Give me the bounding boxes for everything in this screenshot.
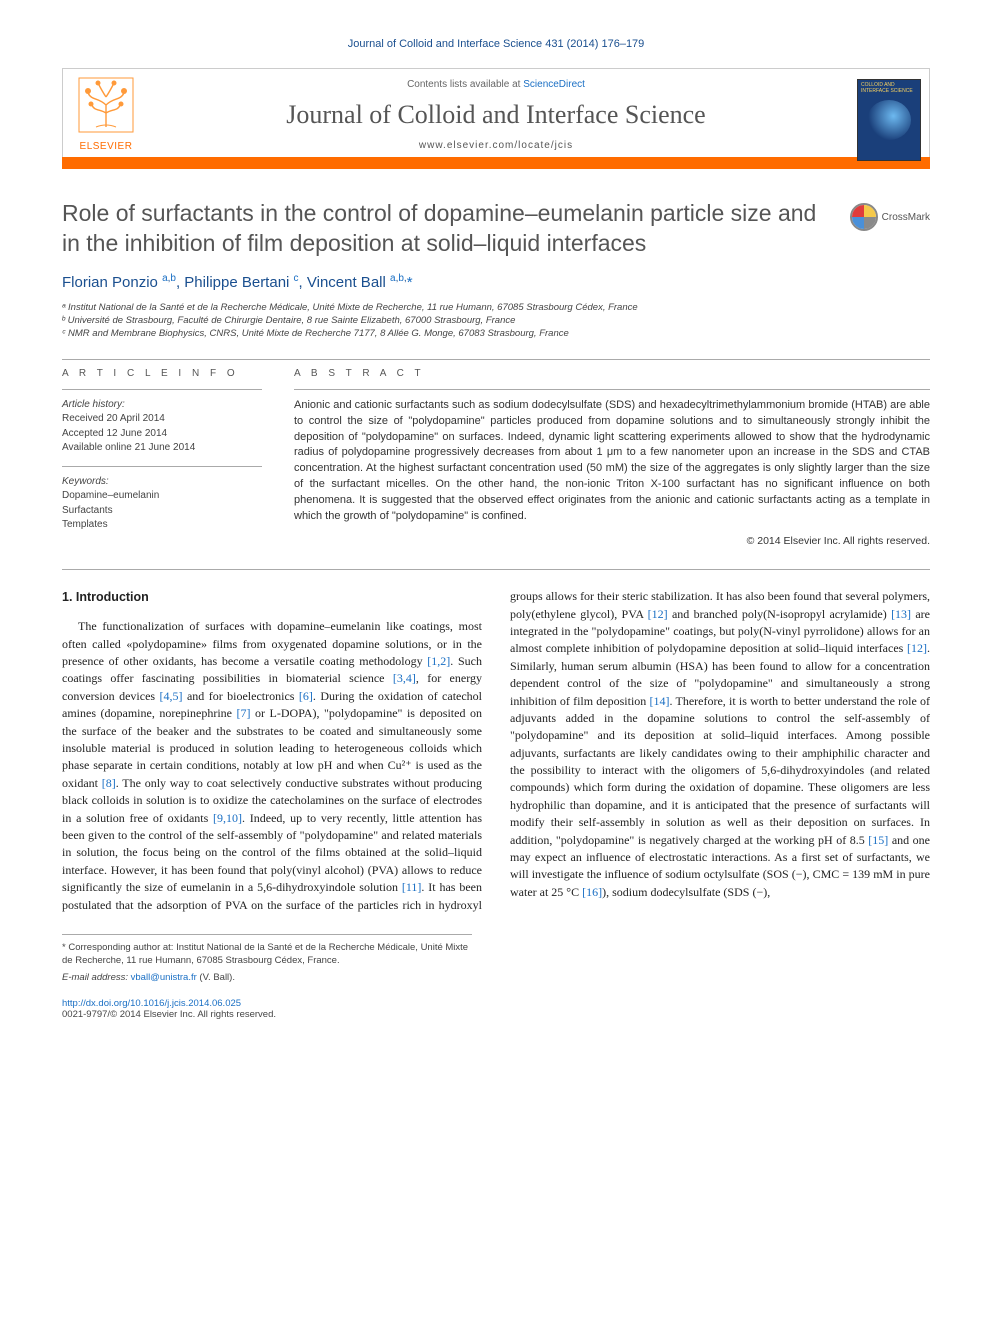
keywords-label: Keywords: [62, 475, 262, 490]
keyword: Templates [62, 518, 262, 533]
publisher-logo: ELSEVIER [71, 77, 141, 152]
abstract-label: A B S T R A C T [294, 368, 930, 379]
article-info-label: A R T I C L E I N F O [62, 368, 262, 379]
crossmark-icon [850, 203, 878, 231]
affiliation-c: ᶜ NMR and Membrane Biophysics, CNRS, Uni… [62, 327, 930, 340]
top-citation: Journal of Colloid and Interface Science… [62, 38, 930, 50]
body-paragraph: The functionalization of surfaces with d… [62, 588, 930, 914]
journal-header: ELSEVIER COLLOID AND INTERFACE SCIENCE C… [62, 68, 930, 157]
authors-line: Florian Ponzio a,b, Philippe Bertani c, … [62, 273, 930, 291]
affiliation-a: ᵃ Institut National de la Santé et de la… [62, 301, 930, 314]
contents-prefix: Contents lists available at [407, 79, 523, 90]
received-date: Received 20 April 2014 [62, 412, 262, 427]
accepted-date: Accepted 12 June 2014 [62, 427, 262, 442]
email-link[interactable]: vball@unistra.fr [131, 972, 197, 983]
contents-available-line: Contents lists available at ScienceDirec… [63, 79, 929, 90]
page-footer: http://dx.doi.org/10.1016/j.jcis.2014.06… [62, 998, 930, 1020]
footnotes: * Corresponding author at: Institut Nati… [62, 934, 472, 984]
journal-title: Journal of Colloid and Interface Science [63, 100, 929, 130]
publisher-name: ELSEVIER [71, 141, 141, 152]
crossmark-label: CrossMark [882, 212, 930, 223]
article-history: Article history: Received 20 April 2014 … [62, 398, 262, 456]
body-text: 1. Introduction The functionalization of… [62, 588, 930, 914]
crossmark-badge[interactable]: CrossMark [850, 203, 930, 231]
journal-url[interactable]: www.elsevier.com/locate/jcis [63, 140, 929, 151]
issn-copyright: 0021-9797/© 2014 Elsevier Inc. All right… [62, 1009, 276, 1020]
abstract-text: Anionic and cationic surfactants such as… [294, 398, 930, 526]
journal-cover-thumbnail: COLLOID AND INTERFACE SCIENCE [857, 79, 921, 161]
affiliations: ᵃ Institut National de la Santé et de la… [62, 301, 930, 341]
history-label: Article history: [62, 398, 262, 413]
email-suffix: (V. Ball). [197, 972, 235, 983]
section-heading: 1. Introduction [62, 588, 482, 606]
elsevier-tree-icon [78, 77, 134, 133]
doi-link[interactable]: http://dx.doi.org/10.1016/j.jcis.2014.06… [62, 998, 241, 1009]
affiliation-b: ᵇ Université de Strasbourg, Faculté de C… [62, 314, 930, 327]
abstract-copyright: © 2014 Elsevier Inc. All rights reserved… [294, 535, 930, 547]
keyword: Dopamine–eumelanin [62, 489, 262, 504]
online-date: Available online 21 June 2014 [62, 441, 262, 456]
keywords-block: Keywords: Dopamine–eumelanin Surfactants… [62, 475, 262, 533]
email-label: E-mail address: [62, 972, 131, 983]
keyword: Surfactants [62, 504, 262, 519]
cover-label: COLLOID AND INTERFACE SCIENCE [861, 83, 917, 94]
sciencedirect-link[interactable]: ScienceDirect [523, 79, 585, 90]
article-title: Role of surfactants in the control of do… [62, 199, 838, 259]
divider-bar [62, 157, 930, 169]
corresponding-author: * Corresponding author at: Institut Nati… [62, 941, 472, 968]
